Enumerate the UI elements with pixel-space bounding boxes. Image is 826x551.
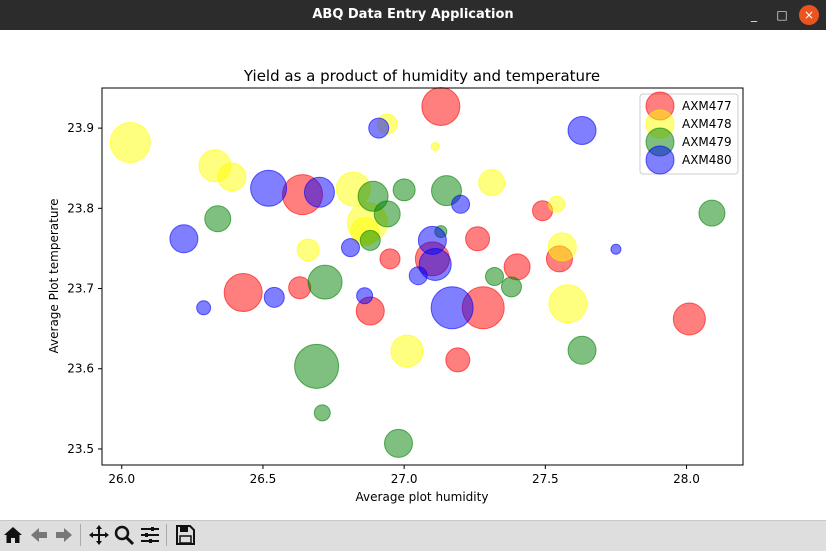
y-tick-label: 23.7 bbox=[67, 282, 94, 296]
data-point-axm479 bbox=[373, 200, 401, 228]
data-point-axm477 bbox=[445, 347, 471, 373]
pan-button[interactable] bbox=[87, 523, 111, 547]
data-point-axm478 bbox=[430, 142, 440, 152]
forward-button[interactable] bbox=[52, 523, 76, 547]
data-point-axm478 bbox=[548, 284, 588, 324]
zoom-button[interactable] bbox=[112, 523, 136, 547]
legend-label: AXM478 bbox=[682, 117, 732, 131]
data-point-axm479 bbox=[294, 343, 340, 389]
data-point-axm479 bbox=[359, 229, 381, 251]
figure-canvas: 26.0 26.5 27.0 27.5 28.0 23.5 23.6 23.7 23.8 23.… bbox=[0, 30, 826, 520]
back-button[interactable] bbox=[27, 523, 51, 547]
y-axis-label: Average Plot temperature bbox=[47, 199, 61, 354]
data-point-axm480 bbox=[169, 224, 199, 254]
legend-label: AXM477 bbox=[682, 99, 732, 113]
window-title: ABQ Data Entry Application bbox=[312, 7, 514, 22]
toolbar-separator bbox=[166, 524, 167, 546]
y-tick-label: 23.8 bbox=[67, 201, 94, 215]
x-axis: 26.0 26.5 27.0 27.5 28.0 bbox=[108, 465, 700, 486]
legend-marker-axm480 bbox=[645, 145, 675, 175]
minimize-button[interactable]: _ bbox=[751, 8, 757, 22]
scatter-chart: 26.0 26.5 27.0 27.5 28.0 23.523.623.723.823.… bbox=[47, 67, 744, 504]
data-point-axm478 bbox=[109, 122, 151, 164]
data-point-axm477 bbox=[379, 248, 401, 270]
markers-layer bbox=[109, 86, 726, 458]
close-icon: × bbox=[803, 8, 815, 22]
data-point-axm480 bbox=[340, 238, 360, 258]
data-point-axm479 bbox=[313, 404, 331, 422]
x-tick-label: 26.5 bbox=[250, 472, 277, 486]
data-point-axm480 bbox=[196, 300, 212, 316]
y-axis: 23.5 23.6 23.7 23.8 23.9 bbox=[67, 121, 102, 456]
data-point-axm478 bbox=[478, 169, 506, 197]
data-point-axm478 bbox=[548, 195, 566, 213]
data-point-axm480 bbox=[610, 243, 622, 255]
legend-label: AXM480 bbox=[682, 153, 732, 167]
close-button[interactable]: × bbox=[799, 5, 819, 25]
data-point-axm478 bbox=[390, 334, 424, 368]
data-point-axm480 bbox=[303, 176, 335, 208]
home-button[interactable] bbox=[1, 523, 25, 547]
y-tick-label: 23.5 bbox=[67, 442, 94, 456]
data-point-axm480 bbox=[263, 286, 285, 308]
x-tick-label: 27.5 bbox=[532, 472, 559, 486]
forward-arrow-icon bbox=[56, 528, 72, 542]
data-point-axm478 bbox=[547, 232, 577, 262]
data-point-axm480 bbox=[451, 194, 471, 214]
back-arrow-icon bbox=[31, 528, 47, 542]
data-point-axm477 bbox=[465, 226, 491, 252]
save-icon bbox=[176, 525, 195, 545]
home-icon bbox=[4, 527, 22, 543]
window-titlebar: ABQ Data Entry Application _ □ × bbox=[0, 0, 826, 30]
data-point-axm479 bbox=[500, 276, 522, 298]
configure-subplots-button[interactable] bbox=[138, 523, 162, 547]
pan-icon bbox=[89, 525, 109, 545]
data-point-axm478 bbox=[217, 162, 247, 192]
toolbar-separator bbox=[80, 524, 81, 546]
data-point-axm480 bbox=[418, 247, 452, 281]
x-tick-label: 26.0 bbox=[108, 472, 135, 486]
data-point-axm480 bbox=[567, 116, 597, 146]
data-point-axm477 bbox=[503, 253, 531, 281]
data-point-axm480 bbox=[368, 117, 390, 139]
navigation-toolbar bbox=[0, 520, 826, 551]
data-point-axm479 bbox=[485, 267, 505, 286]
x-tick-label: 27.0 bbox=[391, 472, 418, 486]
y-tick-label: 23.9 bbox=[67, 121, 94, 135]
data-point-axm477 bbox=[223, 273, 263, 313]
data-point-axm480 bbox=[408, 266, 428, 286]
legend: AXM477 AXM478 AXM479 AXM480 bbox=[639, 91, 739, 175]
data-point-axm477 bbox=[421, 86, 461, 126]
zoom-icon bbox=[114, 525, 135, 546]
plot-frame bbox=[101, 87, 744, 466]
data-point-axm479 bbox=[204, 205, 232, 233]
chart-title: Yield as a product of humidity and tempe… bbox=[243, 67, 600, 85]
data-point-axm479 bbox=[392, 178, 416, 202]
data-point-axm477 bbox=[672, 302, 706, 336]
legend-label: AXM479 bbox=[682, 135, 732, 149]
data-point-axm477 bbox=[288, 276, 312, 300]
data-point-axm480 bbox=[356, 287, 374, 305]
data-point-axm480 bbox=[430, 286, 474, 330]
data-point-axm479 bbox=[698, 199, 726, 227]
y-tick-label: 23.6 bbox=[67, 362, 94, 376]
data-point-axm480 bbox=[250, 169, 288, 207]
configure-subplots-icon bbox=[141, 527, 159, 543]
maximize-button[interactable]: □ bbox=[776, 8, 788, 22]
data-point-axm479 bbox=[307, 264, 343, 300]
data-point-axm478 bbox=[296, 238, 320, 262]
save-button[interactable] bbox=[173, 523, 197, 547]
x-tick-label: 28.0 bbox=[673, 472, 700, 486]
data-point-axm479 bbox=[567, 335, 597, 365]
x-axis-label: Average plot humidity bbox=[356, 490, 489, 504]
data-point-axm479 bbox=[383, 428, 413, 458]
